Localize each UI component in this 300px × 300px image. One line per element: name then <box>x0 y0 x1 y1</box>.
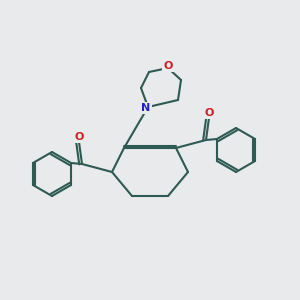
Text: O: O <box>163 61 173 71</box>
Text: O: O <box>204 108 214 118</box>
Text: O: O <box>74 132 84 142</box>
Text: N: N <box>141 103 151 113</box>
